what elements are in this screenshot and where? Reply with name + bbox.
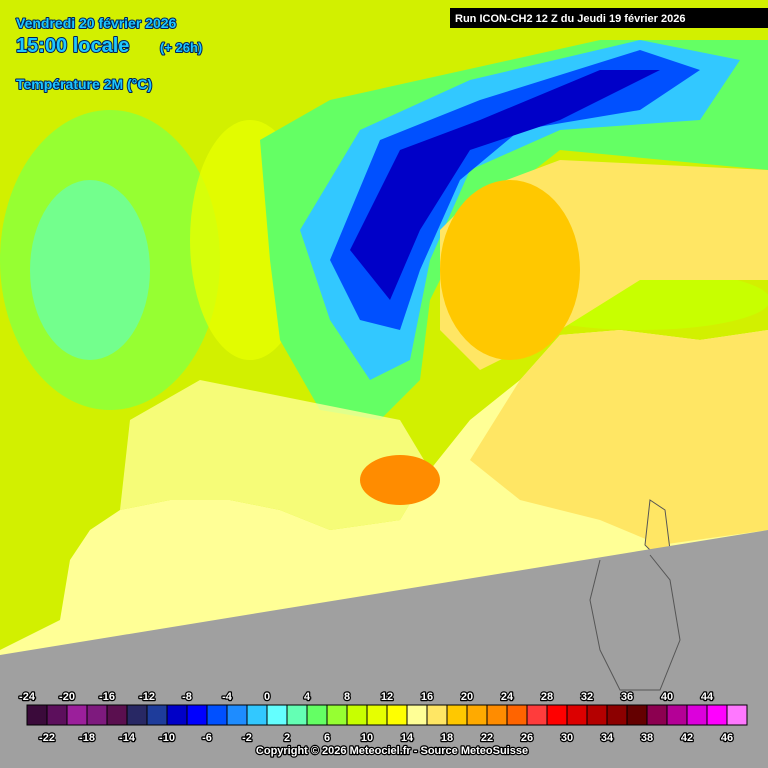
legend-label: 40: [661, 691, 673, 703]
variable: Température 2M (°C): [16, 76, 152, 92]
legend-label: -18: [79, 732, 95, 744]
legend-swatch: [86, 704, 108, 726]
legend-label: -12: [139, 691, 155, 703]
legend-swatch: [706, 704, 728, 726]
legend-label: -22: [39, 732, 55, 744]
legend-label: -4: [222, 691, 233, 703]
legend-label: -16: [99, 691, 115, 703]
footer: Copyright © 2026 Meteociel.fr - Source M…: [256, 745, 528, 757]
legend-swatch: [646, 704, 668, 726]
run: Run ICON-CH2 12 Z du Jeudi 19 février 20…: [455, 13, 685, 25]
legend-label: 2: [284, 732, 290, 744]
legend-swatch: [386, 704, 408, 726]
legend-label: 30: [561, 732, 573, 744]
legend: -24-22-20-18-16-14-12-10-8-6-4-202468101…: [18, 690, 748, 745]
legend-label: 14: [401, 732, 414, 744]
legend-label: 32: [581, 691, 593, 703]
italy: [470, 330, 768, 545]
legend-swatch: [626, 704, 648, 726]
legend-label: 18: [441, 732, 453, 744]
legend-label: 16: [421, 691, 433, 703]
legend-label: -6: [202, 732, 212, 744]
legend-label: 34: [601, 732, 614, 744]
legend-swatch: [26, 704, 48, 726]
legend-swatch: [326, 704, 348, 726]
legend-swatch: [566, 704, 588, 726]
legend-swatch: [486, 704, 508, 726]
legend-label: 46: [721, 732, 733, 744]
legend-swatch: [266, 704, 288, 726]
legend-label: 10: [361, 732, 373, 744]
legend-label: 26: [521, 732, 533, 744]
legend-swatch: [246, 704, 268, 726]
legend-label: 22: [481, 732, 493, 744]
legend-swatch: [446, 704, 468, 726]
legend-label: 6: [324, 732, 330, 744]
legend-label: 4: [304, 691, 311, 703]
legend-label: -2: [242, 732, 252, 744]
legend-swatch: [186, 704, 208, 726]
legend-swatch: [106, 704, 128, 726]
po-valley: [440, 180, 580, 360]
legend-swatch: [286, 704, 308, 726]
land-zone: [120, 380, 430, 530]
legend-label: -14: [119, 732, 136, 744]
time: 15:00 locale: [16, 35, 129, 57]
legend-label: 36: [621, 691, 633, 703]
run-box: [450, 8, 768, 28]
legend-label: 38: [641, 732, 653, 744]
legend-swatch: [426, 704, 448, 726]
offset: (+ 26h): [160, 40, 202, 55]
legend-label: -8: [182, 691, 192, 703]
legend-label: 24: [501, 691, 514, 703]
sardinia: [589, 554, 681, 691]
legend-swatch: [506, 704, 528, 726]
legend-label: -10: [159, 732, 175, 744]
legend-swatch: [606, 704, 628, 726]
legend-swatch: [66, 704, 88, 726]
legend-swatch: [126, 704, 148, 726]
legend-label: -24: [19, 691, 36, 703]
legend-swatch: [726, 704, 748, 726]
legend-swatch: [406, 704, 428, 726]
legend-label: 42: [681, 732, 693, 744]
land-zone: [360, 455, 440, 505]
legend-swatch: [226, 704, 248, 726]
legend-label: 8: [344, 691, 350, 703]
legend-swatch: [206, 704, 228, 726]
legend-swatch: [346, 704, 368, 726]
legend-label: -20: [59, 691, 75, 703]
legend-swatch: [46, 704, 68, 726]
date: Vendredi 20 février 2026: [16, 15, 177, 31]
land-zone: [30, 180, 150, 360]
legend-swatch: [146, 704, 168, 726]
legend-swatch: [586, 704, 608, 726]
legend-label: 0: [264, 691, 270, 703]
legend-label: 44: [701, 691, 714, 703]
alps: [330, 50, 700, 330]
legend-swatch: [306, 704, 328, 726]
legend-label: 28: [541, 691, 553, 703]
legend-swatch: [466, 704, 488, 726]
legend-swatch: [666, 704, 688, 726]
legend-swatch: [686, 704, 708, 726]
alps: [350, 70, 660, 300]
legend-swatch: [166, 704, 188, 726]
legend-label: 20: [461, 691, 473, 703]
legend-swatch: [526, 704, 548, 726]
legend-label: 12: [381, 691, 393, 703]
legend-swatch: [546, 704, 568, 726]
legend-swatch: [366, 704, 388, 726]
